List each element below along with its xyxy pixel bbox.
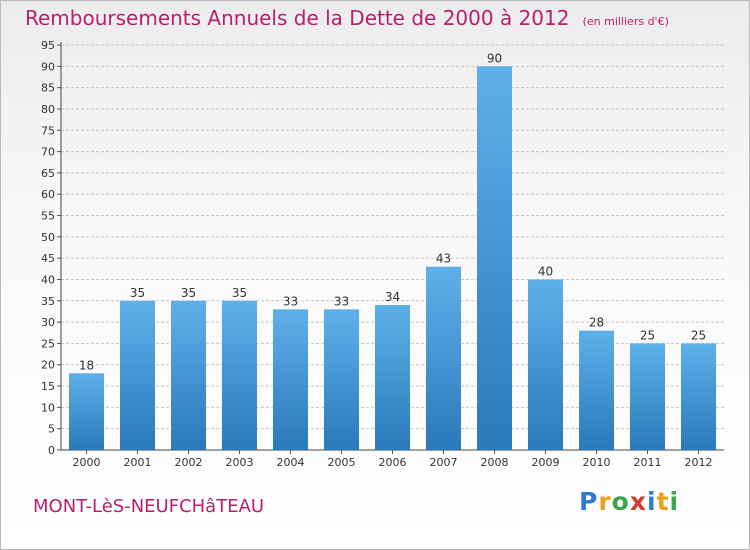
y-tick-label: 0 — [48, 444, 55, 457]
y-tick-label: 75 — [41, 124, 55, 137]
y-tick-label: 15 — [41, 380, 55, 393]
data-label-2010: 28 — [589, 316, 604, 330]
y-tick-label: 55 — [41, 210, 55, 223]
data-label-2003: 35 — [232, 286, 247, 300]
x-tick-label-2005: 2005 — [328, 456, 356, 469]
bar-2000 — [69, 373, 104, 450]
data-label-2009: 40 — [538, 264, 553, 278]
commune-name: MONT-LèS-NEUFCHâTEAU — [33, 496, 265, 517]
x-tick-label-2009: 2009 — [532, 456, 560, 469]
bar-2004 — [273, 309, 308, 450]
y-tick-label: 35 — [41, 295, 55, 308]
x-tick-label-2000: 2000 — [73, 456, 101, 469]
x-tick-label-2007: 2007 — [430, 456, 458, 469]
x-tick-label-2003: 2003 — [226, 456, 254, 469]
bar-2003 — [222, 300, 257, 450]
y-tick-label: 65 — [41, 167, 55, 180]
data-labels: 18 35 35 35 33 33 34 43 90 40 28 25 25 — [79, 51, 706, 372]
x-tick-label-2006: 2006 — [379, 456, 407, 469]
y-tick-label: 20 — [41, 359, 55, 372]
x-tick-label-2011: 2011 — [634, 456, 662, 469]
data-label-2005: 33 — [334, 294, 349, 308]
axes: 0 5 10 15 20 25 30 35 40 45 50 55 60 65 70 75 80 85 90 95 20… — [41, 39, 724, 469]
y-tick-label: 10 — [41, 401, 55, 414]
bar-2012 — [681, 343, 716, 450]
data-label-2012: 25 — [691, 328, 706, 342]
y-tick-label: 40 — [41, 273, 55, 286]
data-label-2011: 25 — [640, 328, 655, 342]
chart-title-text: Remboursements Annuels de la Dette de 20… — [25, 6, 570, 30]
bar-2001 — [120, 300, 155, 450]
y-tick-label: 70 — [41, 146, 55, 159]
y-tick-label: 60 — [41, 188, 55, 201]
bar-2006 — [375, 305, 410, 450]
bar-series — [69, 66, 716, 450]
proxiti-logo: Proxiti — [579, 487, 680, 516]
chart-unit-label: (en milliers d'€) — [582, 15, 669, 28]
data-label-2008: 90 — [487, 51, 502, 65]
y-tick-label: 45 — [41, 252, 55, 265]
y-tick-label: 50 — [41, 231, 55, 244]
y-tick-label: 30 — [41, 316, 55, 329]
x-tick-label-2008: 2008 — [481, 456, 509, 469]
y-tick-label: 5 — [48, 423, 55, 436]
data-label-2001: 35 — [130, 286, 145, 300]
bar-2002 — [171, 300, 206, 450]
y-tick-label: 95 — [41, 39, 55, 52]
data-label-2002: 35 — [181, 286, 196, 300]
bar-2010 — [579, 330, 614, 450]
y-tick-label: 90 — [41, 60, 55, 73]
bar-2008 — [477, 66, 512, 450]
y-tick-label: 25 — [41, 337, 55, 350]
chart-title: Remboursements Annuels de la Dette de 20… — [25, 6, 669, 30]
data-label-2006: 34 — [385, 290, 400, 304]
y-tick-label: 85 — [41, 82, 55, 95]
bar-2011 — [630, 343, 665, 450]
x-tick-label-2001: 2001 — [124, 456, 152, 469]
bar-2007 — [426, 266, 461, 450]
bar-2005 — [324, 309, 359, 450]
data-label-2000: 18 — [79, 358, 94, 372]
x-tick-label-2002: 2002 — [175, 456, 203, 469]
x-tick-label-2010: 2010 — [583, 456, 611, 469]
data-label-2004: 33 — [283, 294, 298, 308]
y-tick-label: 80 — [41, 103, 55, 116]
bar-2009 — [528, 279, 563, 450]
data-label-2007: 43 — [436, 252, 451, 266]
x-tick-label-2004: 2004 — [277, 456, 305, 469]
x-tick-label-2012: 2012 — [685, 456, 713, 469]
